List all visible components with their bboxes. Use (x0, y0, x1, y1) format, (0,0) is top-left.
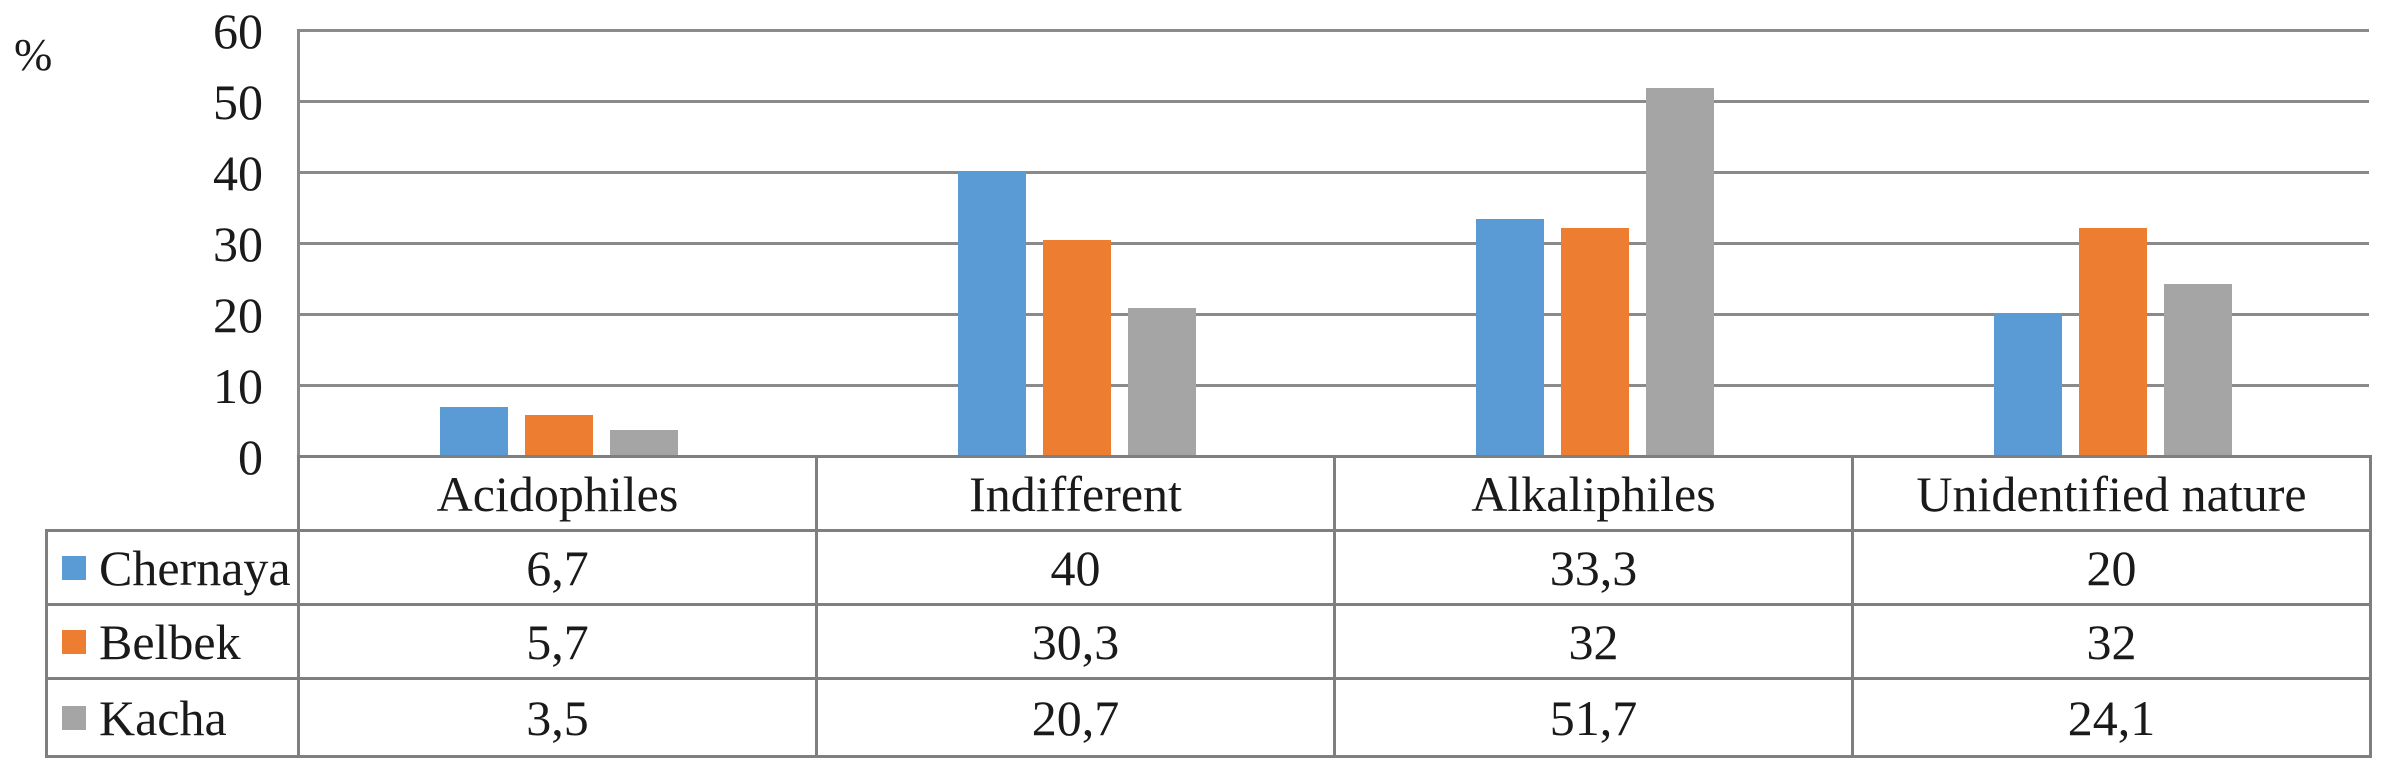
bar-chernaya-unidentified-nature (1994, 313, 2062, 455)
value-cell-belbek-unidentified-nature: 32 (1851, 603, 2372, 680)
y-gridline-40 (297, 171, 2369, 174)
bar-group-indifferent (818, 29, 1336, 455)
value-cell-belbek-acidophiles: 5,7 (297, 603, 818, 680)
series-name-belbek: Belbek (99, 613, 241, 670)
y-gridline-30 (297, 242, 2369, 245)
legend-swatch-icon-chernaya (62, 555, 86, 580)
series-name-chernaya: Chernaya (99, 539, 291, 596)
value-cell-kacha-acidophiles: 3,5 (297, 677, 818, 758)
y-gridline-50 (297, 100, 2369, 103)
legend-wrap-chernaya: Chernaya (50, 539, 296, 597)
value-cell-kacha-unidentified-nature: 24,1 (1851, 677, 2372, 758)
bar-kacha-unidentified-nature (2164, 284, 2232, 455)
value-cell-chernaya-unidentified-nature: 20 (1851, 529, 2372, 606)
y-tick-label-0: 0 (238, 428, 263, 485)
y-tick-label-20: 20 (213, 286, 263, 343)
column-header-indifferent: Indifferent (815, 455, 1336, 532)
y-tick-label-40: 40 (213, 144, 263, 201)
y-axis-tick-labels: 0 10 20 30 40 50 60 (0, 6, 263, 482)
value-cell-belbek-indifferent: 30,3 (815, 603, 1336, 680)
value-cell-chernaya-alkaliphiles: 33,3 (1333, 529, 1854, 606)
bar-belbek-alkaliphiles (1561, 228, 1629, 455)
y-tick-label-60: 60 (213, 2, 263, 59)
column-header-acidophiles: Acidophiles (297, 455, 818, 532)
data-table: Acidophiles Indifferent Alkaliphiles Uniden… (45, 455, 2372, 758)
column-header-unidentified-nature: Unidentified nature (1851, 455, 2372, 532)
bar-group-acidophiles (300, 29, 818, 455)
bar-chernaya-indifferent (958, 171, 1026, 455)
value-cell-belbek-alkaliphiles: 32 (1333, 603, 1854, 680)
y-tick-label-30: 30 (213, 215, 263, 272)
table-corner-blank (47, 457, 299, 531)
y-gridline-10 (297, 384, 2369, 387)
value-cell-chernaya-acidophiles: 6,7 (297, 529, 818, 606)
table-row-kacha: Kacha 3,5 20,7 51,7 24,1 (45, 677, 2372, 758)
bar-chernaya-alkaliphiles (1476, 219, 1544, 455)
legend-cell-chernaya: Chernaya (45, 529, 300, 606)
table-row-chernaya: Chernaya 6,7 40 33,3 20 (45, 529, 2372, 606)
bar-kacha-indifferent (1128, 308, 1196, 455)
y-tick-label-50: 50 (213, 73, 263, 130)
bar-belbek-unidentified-nature (2079, 228, 2147, 455)
series-name-kacha: Kacha (99, 689, 227, 746)
plot-area (297, 29, 2369, 458)
bar-chernaya-acidophiles (440, 407, 508, 455)
value-cell-kacha-indifferent: 20,7 (815, 677, 1336, 758)
bar-group-alkaliphiles (1336, 29, 1854, 455)
value-cell-kacha-alkaliphiles: 51,7 (1333, 677, 1854, 758)
y-gridline-60 (297, 29, 2369, 32)
column-header-alkaliphiles: Alkaliphiles (1333, 455, 1854, 532)
bar-group-unidentified-nature (1854, 29, 2372, 455)
y-axis-unit-label: % (14, 29, 53, 80)
legend-cell-belbek: Belbek (45, 603, 300, 680)
legend-cell-kacha: Kacha (45, 677, 300, 758)
y-tick-label-10: 10 (213, 357, 263, 414)
bar-kacha-acidophiles (610, 430, 678, 455)
bar-kacha-alkaliphiles (1646, 88, 1714, 455)
legend-swatch-icon-kacha (62, 705, 86, 730)
value-cell-chernaya-indifferent: 40 (815, 529, 1336, 606)
table-row-belbek: Belbek 5,7 30,3 32 32 (45, 603, 2372, 680)
legend-wrap-kacha: Kacha (50, 689, 296, 747)
y-gridline-20 (297, 313, 2369, 316)
legend-swatch-icon-belbek (62, 629, 86, 654)
bar-belbek-indifferent (1043, 240, 1111, 455)
legend-wrap-belbek: Belbek (50, 613, 296, 671)
bar-belbek-acidophiles (525, 415, 593, 455)
